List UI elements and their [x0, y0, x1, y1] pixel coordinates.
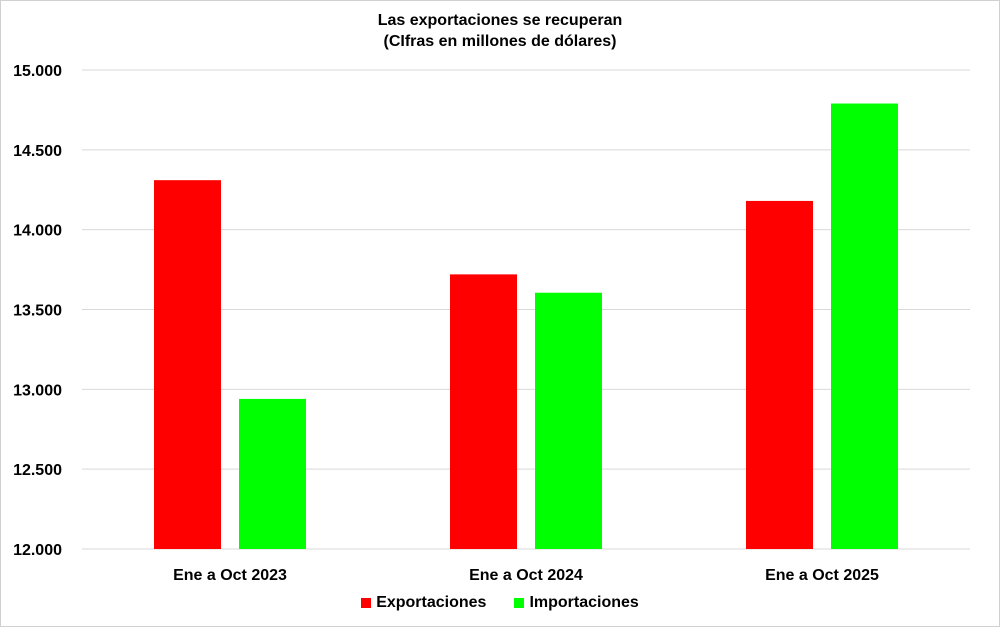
- y-tick-label: 15.000: [13, 63, 62, 80]
- x-tick-label: Ene a Oct 2023: [173, 567, 287, 584]
- bar-importaciones: [831, 103, 898, 549]
- bar-exportaciones: [154, 180, 221, 550]
- legend: Exportaciones Importaciones: [0, 594, 1000, 612]
- y-tick-label: 13.000: [13, 382, 62, 399]
- bar-importaciones: [535, 292, 602, 549]
- bar-exportaciones: [746, 200, 813, 549]
- legend-item-importaciones: Importaciones: [514, 594, 639, 612]
- bar-exportaciones: [450, 274, 517, 549]
- y-tick-label: 12.000: [13, 542, 62, 559]
- legend-item-exportaciones: Exportaciones: [361, 594, 486, 612]
- legend-swatch-importaciones: [514, 598, 525, 608]
- x-tick-label: Ene a Oct 2025: [765, 567, 879, 584]
- bar-importaciones: [239, 398, 306, 549]
- y-tick-label: 14.500: [13, 143, 62, 160]
- legend-label: Importaciones: [529, 594, 639, 611]
- chart-title: Las exportaciones se recuperan: [377, 12, 623, 29]
- y-tick-label: 14.000: [13, 223, 62, 240]
- chart-subtitle: (CIfras en millones de dólares): [383, 33, 617, 50]
- y-tick-label: 12.500: [13, 462, 62, 479]
- x-tick-label: Ene a Oct 2024: [469, 567, 583, 584]
- legend-label: Exportaciones: [376, 594, 487, 611]
- y-tick-label: 13.500: [13, 303, 62, 320]
- legend-swatch-exportaciones: [361, 598, 372, 608]
